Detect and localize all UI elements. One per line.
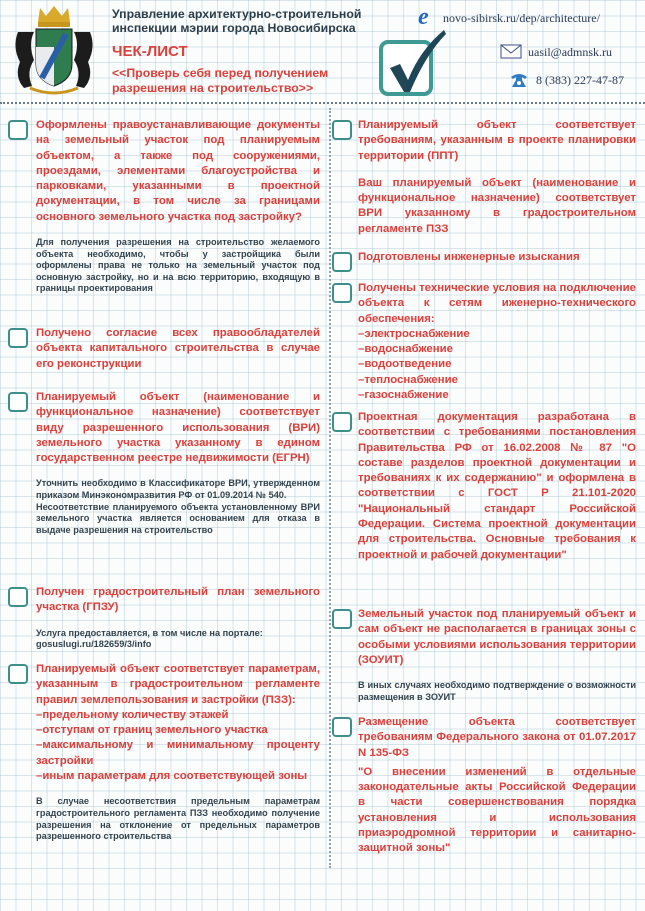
note-text: В иных случаях необходимо подтверждение … xyxy=(358,680,636,702)
requirement-text: "О внесении изменений в отдельные законо… xyxy=(358,765,636,855)
note-text: Уточнить необходимо в Классификаторе ВРИ… xyxy=(36,478,320,501)
checklist-item: Получены технические условия на подключе… xyxy=(358,281,636,403)
checklist-item: Получен градостроительный план земельног… xyxy=(36,585,320,651)
note-text: Услуга предоставляется, в том числе на п… xyxy=(36,627,263,638)
requirement-text: Планируемый объект соответствует требова… xyxy=(358,119,636,162)
requirement-text: Планируемый объект соответствует парамет… xyxy=(36,663,320,706)
org-line-1: Управление архитектурно-строительной xyxy=(112,7,362,21)
requirement-text: –отступам от границ земельного участка xyxy=(36,724,268,737)
checklist-item: Оформлены правоустанавливающие документы… xyxy=(36,118,320,295)
checklist-checkbox[interactable] xyxy=(8,328,28,348)
checklist-item: Проектная документация разработана в соо… xyxy=(358,410,636,563)
note-text: Несоответствие планируемого объекта уста… xyxy=(36,501,320,535)
checklist-checkbox[interactable] xyxy=(332,717,352,737)
requirement-text: Проектная документация разработана в соо… xyxy=(358,411,636,561)
checklist-checkbox[interactable] xyxy=(8,587,28,607)
checklist-checkbox[interactable] xyxy=(332,283,352,303)
website-link[interactable]: novo-sibirsk.ru/dep/architecture/ xyxy=(443,11,600,25)
requirement-text: Планируемый объект (наименование и функц… xyxy=(36,391,320,465)
checklist-subtitle: <<Проверь себя перед получением разрешен… xyxy=(112,66,328,95)
note-text: Для получения разрешения на строительств… xyxy=(36,237,320,294)
requirement-text: Земельный участок под планируемый объект… xyxy=(358,608,636,666)
column-divider xyxy=(329,108,331,868)
requirement-text: Оформлены правоустанавливающие документы… xyxy=(36,119,320,223)
requirement-text: Получено согласие всех правообладателей … xyxy=(36,327,320,370)
subtitle-line-2: разрешения на строительство>> xyxy=(112,80,314,95)
checklist-checkbox[interactable] xyxy=(8,664,28,684)
requirement-text: –теплоснабжение xyxy=(358,373,458,386)
requirement-text: –максимальному и минимальному проценту з… xyxy=(36,739,320,767)
checklist-item: Планируемый объект (наименование и функц… xyxy=(36,390,320,536)
envelope-icon xyxy=(500,44,522,64)
requirement-text: –электроснабжение xyxy=(358,327,470,340)
checklist-item: Земельный участок под планируемый объект… xyxy=(358,607,636,703)
note-text: gosuslugi.ru/182659/3/info xyxy=(36,639,152,650)
checklist-item: Планируемый объект соответствует парамет… xyxy=(36,662,320,843)
note-text: В случае несоответствия предельным парам… xyxy=(36,796,320,842)
city-coat-of-arms xyxy=(4,2,104,98)
header-divider xyxy=(0,102,645,104)
requirement-text: –иным параметрам для соответствующей зон… xyxy=(36,770,308,783)
requirement-text: Размещение объекта соответствует требова… xyxy=(358,716,636,759)
subtitle-line-1: <<Проверь себя перед получением xyxy=(112,66,329,80)
email-link[interactable]: uasil@admnsk.ru xyxy=(528,45,613,59)
requirement-text: –газоснабжение xyxy=(358,389,449,402)
requirement-text: Подготовлены инженерные изыскания xyxy=(358,251,580,263)
checklist-title: ЧЕК-ЛИСТ xyxy=(112,43,188,60)
organization-name: Управление архитектурно-строительной инс… xyxy=(112,7,361,35)
requirement-text: Ваш планируемый объект (наименование и ф… xyxy=(358,176,636,235)
requirement-text: –водоснабжение xyxy=(358,343,453,356)
checklist-item: Получено согласие всех правообладателей … xyxy=(36,326,320,372)
browser-e-icon: e xyxy=(418,4,429,30)
checkmark-logo-icon xyxy=(378,28,448,98)
requirement-text: –предельному количеству этажей xyxy=(36,708,229,721)
checklist-item: Размещение объекта соответствует требова… xyxy=(358,715,636,857)
requirement-text: Получены технические условия на подключе… xyxy=(358,282,636,325)
phone-number: 8 (383) 227-47-87 xyxy=(536,73,624,87)
checklist-checkbox[interactable] xyxy=(332,609,352,629)
org-line-2: инспекции мэрии города Новосибирска xyxy=(112,21,356,35)
requirement-text: Получен градостроительный план земельног… xyxy=(36,586,320,614)
requirement-text: –водоотведение xyxy=(358,358,452,371)
checklist-item: Планируемый объект соответствует требова… xyxy=(358,118,636,237)
checklist-checkbox[interactable] xyxy=(332,252,352,272)
checklist-checkbox[interactable] xyxy=(8,392,28,412)
checklist-checkbox[interactable] xyxy=(8,120,28,140)
checklist-checkbox[interactable] xyxy=(332,120,352,140)
checklist-item: Подготовлены инженерные изыскания xyxy=(358,250,636,265)
phone-icon xyxy=(509,71,529,94)
checklist-checkbox[interactable] xyxy=(332,412,352,432)
